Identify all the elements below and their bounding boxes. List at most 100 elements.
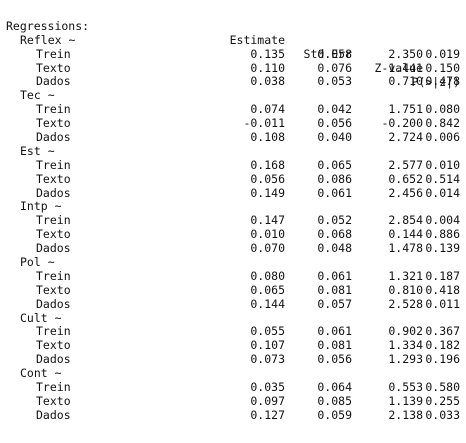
group-label: Est ~ [20,143,55,158]
table-row: Texto 0.110 0.076 1.441 0.150 [6,60,460,76]
column-header-std-err: Std.Err [303,46,352,61]
row-label: Texto [36,227,71,242]
cell-std-err: 0.058 [317,46,352,61]
cell-p-value: 0.478 [425,74,460,89]
row-label: Trein [36,157,71,172]
table-row: Dados 0.149 0.061 2.456 0.014 [6,185,460,201]
group-label: Reflex ~ [20,32,76,47]
row-label: Dados [36,74,71,89]
cell-std-err: 0.081 [317,282,352,297]
group-line: Tec ~ [6,88,460,103]
cell-std-err: 0.053 [317,74,352,89]
table-row: Texto 0.107 0.081 1.334 0.182 [6,338,460,353]
table-row: Texto -0.011 0.056 -0.200 0.842 [6,116,460,131]
cell-p-value: 0.196 [425,352,460,367]
cell-z-value: 2.577 [388,157,423,172]
cell-z-value: 1.334 [388,338,423,353]
cell-std-err: 0.061 [317,324,352,339]
row-label: Dados [36,130,71,145]
table-row: Texto 0.010 0.068 0.144 0.886 [6,227,460,242]
cell-z-value: 0.902 [388,324,423,339]
cell-estimate: 0.147 [250,213,285,228]
column-header-estimate: Estimate [229,32,285,47]
cell-estimate: 0.127 [250,407,285,422]
cell-p-value: 0.150 [425,60,460,75]
cell-p-value: 0.886 [425,227,460,242]
column-header-z-value: Z-value [374,60,423,75]
table-row: Texto 0.056 0.086 0.652 0.514 [6,171,460,187]
cell-std-err: 0.086 [317,171,352,186]
cell-std-err: 0.085 [317,393,352,408]
cell-estimate: 0.110 [250,60,285,75]
regression-output: Regressions: Estimate Std.Err Z-value P(… [6,6,460,423]
table-row: Trein 0.168 0.065 2.577 0.010 [6,157,460,173]
cell-std-err: 0.056 [317,352,352,367]
row-label: Texto [36,282,71,297]
cell-z-value: 0.810 [388,282,423,297]
cell-p-value: 0.010 [425,157,460,172]
cell-p-value: 0.019 [425,46,460,61]
row-label: Trein [36,213,71,228]
cell-p-value: 0.080 [425,102,460,117]
cell-z-value: 2.138 [388,407,423,422]
cell-z-value: 0.652 [388,171,423,186]
row-label: Dados [36,407,71,422]
cell-z-value: 1.441 [388,60,423,75]
groups-container: Reflex ~ Trein 0.135 0.058 2.350 0.019 Texto 0.… [6,32,460,423]
group-line: Est ~ [6,143,460,159]
cell-z-value: 1.293 [388,352,423,367]
table-row: Dados 0.073 0.056 1.293 0.196 [6,352,460,367]
cell-std-err: 0.052 [317,213,352,228]
cell-std-err: 0.076 [317,60,352,75]
cell-p-value: 0.418 [425,282,460,297]
cell-z-value: 2.528 [388,296,423,311]
group-line: Intp ~ [6,200,460,214]
group-label: Cult ~ [20,310,62,325]
cell-std-err: 0.068 [317,227,352,242]
row-label: Texto [36,60,71,75]
cell-std-err: 0.040 [317,130,352,145]
cell-estimate: 0.038 [250,74,285,89]
row-label: Texto [36,116,71,131]
cell-estimate: 0.070 [250,241,285,256]
cell-z-value: 0.710 [388,74,423,89]
table-row: Trein 0.135 0.058 2.350 0.019 [6,46,460,62]
table-row: Trein 0.147 0.052 2.854 0.004 [6,213,460,228]
table-row: Dados 0.108 0.040 2.724 0.006 [6,130,460,145]
table-row: Trein 0.080 0.061 1.321 0.187 [6,268,460,284]
title-line: Regressions: [6,6,460,33]
cell-z-value: 2.854 [388,213,423,228]
table-row: Texto 0.097 0.085 1.139 0.255 [6,393,460,409]
row-label: Dados [36,352,71,367]
cell-p-value: 0.367 [425,324,460,339]
cell-estimate: 0.144 [250,296,285,311]
cell-estimate: 0.080 [250,268,285,283]
cell-estimate: -0.011 [243,116,285,131]
cell-std-err: 0.056 [317,116,352,131]
cell-z-value: -0.200 [381,116,423,131]
cell-std-err: 0.061 [317,185,352,200]
cell-p-value: 0.004 [425,213,460,228]
cell-z-value: 1.321 [388,268,423,283]
row-label: Trein [36,380,71,395]
cell-z-value: 2.456 [388,185,423,200]
group-line: Cont ~ [6,366,460,381]
cell-std-err: 0.064 [317,380,352,395]
cell-estimate: 0.135 [250,46,285,61]
column-header-p-value: P(>|z|) [411,74,460,89]
cell-estimate: 0.056 [250,171,285,186]
cell-estimate: 0.074 [250,102,285,117]
row-label: Dados [36,241,71,256]
header-line: Estimate Std.Err Z-value P(>|z|) [6,20,460,89]
cell-z-value: 2.350 [388,46,423,61]
section-title: Regressions: [6,18,90,33]
cell-p-value: 0.514 [425,171,460,186]
table-row: Dados 0.144 0.057 2.528 0.011 [6,296,460,312]
cell-estimate: 0.010 [250,227,285,242]
table-row: Texto 0.065 0.081 0.810 0.418 [6,282,460,298]
table-row: Dados 0.070 0.048 1.478 0.139 [6,241,460,256]
cell-estimate: 0.073 [250,352,285,367]
row-label: Trein [36,268,71,283]
table-row: Dados 0.127 0.059 2.138 0.033 [6,407,460,423]
group-label: Pol ~ [20,255,55,270]
